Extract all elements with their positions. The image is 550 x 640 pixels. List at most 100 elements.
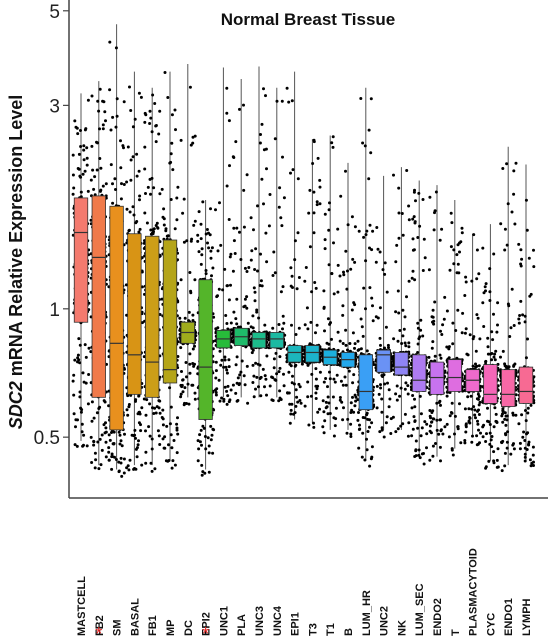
data-point	[431, 454, 435, 458]
data-point	[450, 221, 454, 225]
data-point	[401, 334, 405, 338]
data-point	[378, 250, 382, 254]
data-point	[98, 157, 102, 160]
data-point	[78, 343, 82, 347]
data-point	[79, 190, 83, 194]
data-point	[449, 245, 453, 249]
data-point	[418, 224, 422, 228]
data-point	[94, 458, 98, 462]
data-point	[344, 249, 348, 253]
data-point	[134, 399, 137, 403]
data-point	[275, 372, 279, 376]
data-point	[336, 330, 340, 334]
data-point	[143, 120, 147, 124]
data-point	[505, 418, 509, 422]
data-point	[399, 424, 403, 428]
data-point	[328, 322, 332, 326]
data-point	[185, 375, 188, 379]
data-point	[224, 314, 228, 317]
data-point	[352, 410, 356, 414]
data-point	[97, 467, 101, 471]
data-point	[119, 456, 123, 460]
data-point	[263, 385, 266, 389]
data-point	[143, 111, 147, 115]
data-point	[301, 355, 305, 359]
data-point	[488, 423, 492, 426]
data-point	[242, 374, 246, 378]
data-point	[361, 141, 365, 145]
data-point	[414, 199, 417, 203]
data-point	[78, 390, 82, 394]
data-point	[127, 405, 131, 409]
box-group-epi1	[285, 71, 305, 425]
data-point	[525, 432, 528, 436]
data-point	[505, 365, 508, 368]
data-point	[256, 204, 259, 208]
data-point	[184, 361, 188, 364]
data-point	[407, 345, 411, 349]
data-point	[464, 280, 468, 284]
data-point	[430, 420, 433, 424]
data-point	[108, 88, 112, 92]
data-point	[287, 100, 291, 104]
data-point	[474, 362, 477, 366]
data-point	[99, 166, 103, 170]
data-point	[196, 239, 200, 243]
data-point	[330, 272, 334, 275]
data-point	[252, 395, 256, 399]
data-point	[310, 290, 314, 294]
data-point	[321, 425, 325, 429]
data-point	[201, 424, 205, 428]
data-point	[471, 364, 475, 368]
data-point	[271, 274, 275, 277]
data-point	[206, 241, 209, 245]
data-point	[445, 345, 449, 349]
data-point	[476, 419, 479, 423]
data-point	[291, 374, 294, 378]
data-point	[90, 419, 94, 423]
data-point	[252, 286, 256, 290]
data-point	[81, 444, 85, 448]
data-point	[380, 428, 384, 432]
data-point	[227, 358, 231, 362]
data-point	[488, 267, 492, 271]
data-point	[134, 221, 138, 225]
data-point	[327, 347, 331, 351]
data-point	[508, 335, 512, 338]
data-point	[354, 399, 358, 403]
data-point	[395, 384, 399, 388]
data-point	[198, 440, 202, 444]
data-point	[86, 402, 90, 406]
data-point	[207, 231, 210, 235]
box	[376, 349, 391, 373]
data-point	[225, 86, 229, 90]
data-point	[505, 414, 509, 418]
data-point	[252, 374, 256, 378]
data-point	[433, 211, 436, 215]
data-point	[323, 329, 326, 333]
data-point	[339, 379, 343, 383]
data-point	[133, 428, 137, 432]
data-point	[324, 377, 328, 380]
data-point	[245, 173, 249, 177]
data-point	[223, 358, 227, 362]
data-point	[353, 342, 357, 346]
data-point	[523, 455, 527, 459]
data-point	[368, 223, 372, 227]
data-point	[315, 200, 319, 204]
data-point	[204, 269, 208, 272]
data-point	[484, 465, 488, 469]
data-point	[428, 429, 432, 433]
data-point	[413, 419, 417, 423]
data-point	[135, 152, 139, 156]
data-point	[163, 435, 167, 439]
data-point	[144, 450, 148, 454]
data-point	[416, 321, 420, 325]
data-point	[471, 434, 474, 438]
data-point	[235, 297, 239, 301]
data-point	[199, 262, 203, 266]
data-point	[92, 416, 96, 420]
box	[483, 364, 498, 404]
data-point	[99, 188, 103, 192]
